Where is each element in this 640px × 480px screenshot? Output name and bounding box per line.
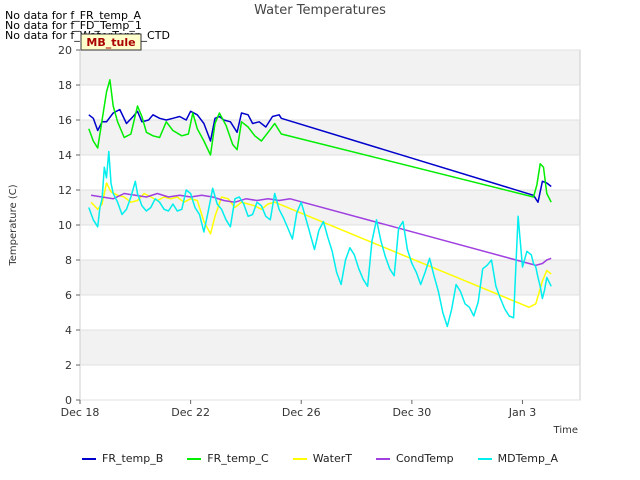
station-badge-label: MB_tule bbox=[86, 36, 135, 49]
band bbox=[80, 190, 580, 225]
x-axis-ticks: Dec 18 Dec 22 Dec 26 Dec 30 Jan 3 bbox=[61, 400, 536, 419]
band bbox=[80, 50, 580, 85]
legend-item: FR_temp_C bbox=[187, 452, 269, 465]
legend-item: WaterT bbox=[292, 452, 352, 465]
legend-label: FR_temp_C bbox=[207, 452, 269, 465]
y-tick-label: 18 bbox=[58, 79, 72, 92]
no-data-message: No data for f_FD_Temp_1 bbox=[5, 19, 142, 32]
y-axis-label: Temperature (C) bbox=[8, 184, 19, 266]
y-tick-label: 10 bbox=[58, 219, 72, 232]
series-line-fr-temp-c bbox=[88, 79, 552, 203]
y-tick-label: 16 bbox=[58, 114, 72, 127]
legend-swatch bbox=[82, 457, 96, 460]
legend-swatch bbox=[292, 457, 307, 460]
series-line-watert bbox=[90, 182, 552, 309]
band bbox=[80, 330, 580, 365]
legend-label: FR_temp_B bbox=[102, 452, 164, 465]
legend-label: WaterT bbox=[312, 452, 352, 465]
x-tick-label: Dec 26 bbox=[282, 406, 321, 419]
legend-item: FR_temp_B bbox=[82, 452, 163, 465]
legend: FR_temp_B FR_temp_C WaterT CondTemp MDTemp_A bbox=[0, 452, 640, 465]
y-tick-label: 8 bbox=[65, 254, 72, 267]
x-tick-label: Jan 3 bbox=[508, 406, 536, 419]
y-tick-label: 2 bbox=[65, 359, 72, 372]
x-axis-label: Time bbox=[553, 425, 578, 436]
band bbox=[80, 120, 580, 155]
series-line-fr-temp-b bbox=[88, 108, 552, 203]
no-data-message: No data for f_FR_temp_A bbox=[5, 9, 141, 22]
grid-lines bbox=[80, 49, 580, 401]
y-tick-label: 12 bbox=[58, 184, 72, 197]
series-line-condtemp bbox=[90, 192, 552, 267]
band bbox=[80, 260, 580, 295]
legend-swatch bbox=[477, 457, 492, 460]
x-tick-label: Dec 22 bbox=[171, 406, 210, 419]
series-line-mdtemp-a bbox=[88, 150, 552, 328]
y-tick-label: 20 bbox=[58, 44, 72, 57]
legend-item: CondTemp bbox=[375, 452, 454, 465]
y-axis-ticks: 0 2 4 6 8 10 12 14 16 18 20 bbox=[58, 44, 80, 407]
station-badge-box bbox=[80, 33, 142, 51]
background-bands bbox=[80, 50, 580, 365]
y-tick-label: 4 bbox=[65, 324, 72, 337]
legend-swatch bbox=[375, 457, 390, 460]
chart-title: Water Temperatures bbox=[254, 3, 386, 18]
y-tick-label: 0 bbox=[65, 394, 72, 407]
legend-item: MDTemp_A bbox=[477, 452, 558, 465]
legend-swatch bbox=[187, 457, 202, 460]
x-tick-label: Dec 18 bbox=[61, 406, 100, 419]
y-tick-label: 6 bbox=[65, 289, 72, 302]
legend-label: MDTemp_A bbox=[497, 452, 558, 465]
series-lines bbox=[88, 79, 552, 328]
x-tick-label: Dec 30 bbox=[392, 406, 431, 419]
y-tick-label: 14 bbox=[58, 149, 72, 162]
legend-label: CondTemp bbox=[395, 452, 454, 465]
